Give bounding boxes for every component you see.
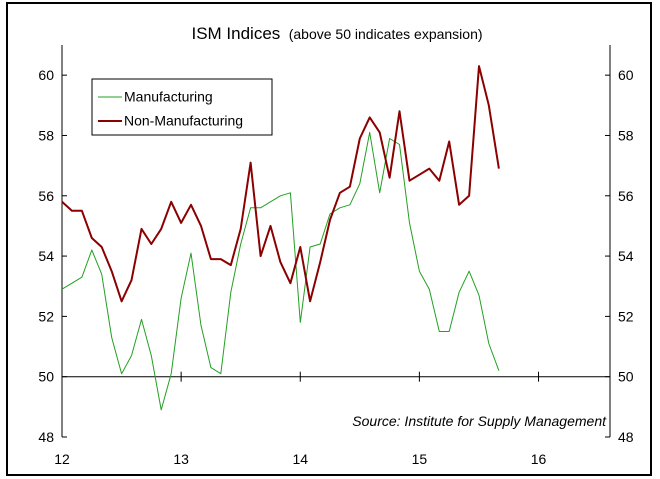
x-tick-label: 13 (173, 451, 189, 467)
y-tick-label-right: 56 (618, 188, 634, 204)
x-tick-label: 15 (412, 451, 428, 467)
x-tick-label: 14 (292, 451, 308, 467)
y-axis-right-labels: 48 50 52 54 56 58 60 (618, 67, 634, 445)
y-tick-label-left: 56 (38, 188, 54, 204)
y-axis-left-labels: 48 50 52 54 56 58 60 (38, 67, 54, 445)
series-group (61, 65, 500, 411)
axes (61, 45, 611, 438)
y-tick-label-right: 50 (618, 369, 634, 385)
legend-label-non-manufacturing: Non-Manufacturing (124, 113, 243, 129)
legend-label-manufacturing: Manufacturing (124, 89, 213, 105)
y-tick-label-left: 52 (38, 308, 54, 324)
y-tick-label-right: 54 (618, 248, 634, 264)
legend-box (91, 78, 273, 136)
y-tick-label-right: 52 (618, 308, 634, 324)
y-tick-label-left: 48 (38, 429, 54, 445)
y-tick-label-right: 48 (618, 429, 634, 445)
chart-title: ISM Indices (above 50 indicates expansio… (191, 24, 482, 43)
y-tick-label-left: 60 (38, 67, 54, 83)
series-line-manufacturing (61, 131, 500, 411)
y-tick-label-left: 50 (38, 369, 54, 385)
x-tick-label: 12 (54, 451, 70, 467)
legend: Manufacturing Non-Manufacturing (91, 78, 273, 136)
y-tick-label-left: 54 (38, 248, 54, 264)
x-tick-label: 16 (531, 451, 547, 467)
y-tick-label-left: 58 (38, 127, 54, 143)
y-tick-label-right: 58 (618, 127, 634, 143)
y-tick-label-right: 60 (618, 67, 634, 83)
source-note: Source: Institute for Supply Management (352, 413, 607, 429)
x-axis-labels: 12 13 14 15 16 (54, 451, 546, 467)
series-line-non-manufacturing (61, 65, 500, 303)
